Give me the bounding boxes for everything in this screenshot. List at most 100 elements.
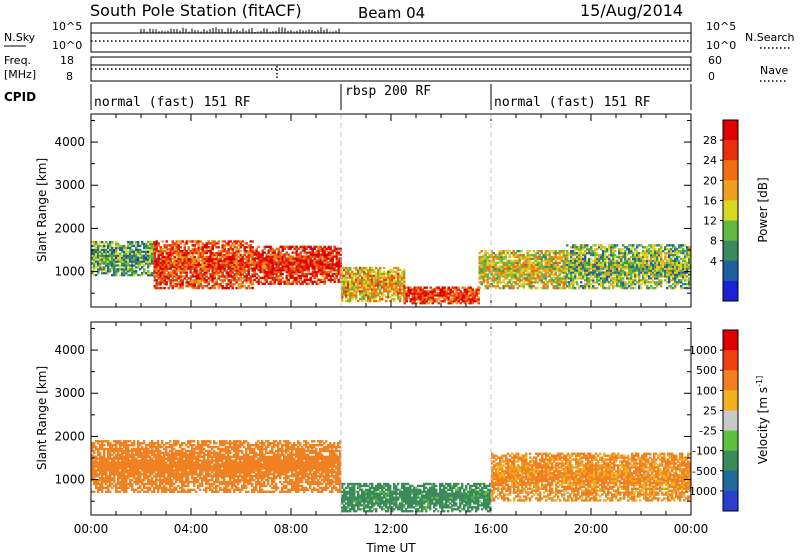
echo-cell bbox=[572, 271, 575, 274]
echo-cell bbox=[660, 269, 663, 272]
echo-cell bbox=[389, 299, 392, 303]
echo-cell bbox=[231, 250, 234, 253]
echo-cell bbox=[347, 297, 350, 301]
echo-cell bbox=[570, 251, 573, 255]
echo-cell bbox=[93, 256, 96, 259]
echo-cell bbox=[638, 265, 641, 268]
echo-cell bbox=[221, 259, 224, 263]
echo-cell bbox=[510, 271, 513, 274]
echo-cell bbox=[311, 261, 314, 264]
echo-cell bbox=[167, 267, 170, 270]
echo-cell bbox=[570, 275, 573, 278]
echo-cell bbox=[91, 455, 94, 458]
echo-cell bbox=[530, 277, 533, 280]
echo-cell bbox=[586, 283, 589, 286]
echo-cell bbox=[550, 255, 553, 259]
echo-cell bbox=[147, 256, 150, 259]
echo-cell bbox=[223, 240, 226, 243]
echo-cell bbox=[672, 267, 675, 270]
echo-cell bbox=[177, 259, 180, 263]
echo-cell bbox=[223, 248, 226, 251]
echo-cell bbox=[95, 482, 98, 486]
echo-cell bbox=[435, 298, 438, 301]
echo-cell bbox=[255, 261, 258, 264]
echo-cell bbox=[379, 270, 382, 274]
echo-cell bbox=[427, 290, 430, 293]
echo-cell bbox=[540, 279, 543, 282]
echo-cell bbox=[604, 253, 607, 257]
echo-cell bbox=[484, 273, 487, 276]
echo-cell bbox=[620, 275, 623, 278]
echo-cell bbox=[554, 277, 557, 280]
echo-cell bbox=[572, 281, 575, 284]
echo-cell bbox=[514, 265, 517, 268]
echo-cell bbox=[590, 251, 593, 255]
echo-cell bbox=[484, 269, 487, 272]
echo-cell bbox=[590, 267, 593, 270]
echo-cell bbox=[536, 277, 539, 280]
echo-cell bbox=[301, 259, 304, 262]
echo-cell bbox=[568, 261, 571, 265]
echo-cell bbox=[241, 240, 244, 243]
echo-cell bbox=[588, 281, 591, 284]
echo-cell bbox=[676, 283, 679, 286]
echo-cell bbox=[353, 282, 356, 285]
echo-cell bbox=[566, 277, 569, 280]
echo-cell bbox=[347, 272, 350, 276]
echo-cell bbox=[319, 267, 322, 270]
echo-cell bbox=[357, 268, 360, 272]
echo-cell bbox=[662, 265, 665, 268]
echo-cell bbox=[159, 279, 162, 282]
echo-cell bbox=[682, 277, 685, 280]
echo-cell bbox=[197, 263, 200, 266]
echo-cell bbox=[295, 270, 298, 274]
echo-cell bbox=[530, 281, 533, 284]
echo-cell bbox=[307, 263, 310, 266]
echo-cell bbox=[167, 265, 170, 268]
echo-cell bbox=[457, 300, 460, 303]
echo-cell bbox=[155, 257, 158, 261]
echo-cell bbox=[275, 257, 278, 260]
echo-cell bbox=[195, 265, 198, 268]
echo-cell bbox=[167, 275, 170, 278]
echo-cell bbox=[478, 251, 481, 255]
echo-cell bbox=[305, 247, 308, 250]
echo-cell bbox=[449, 288, 452, 291]
echo-cell bbox=[253, 253, 256, 256]
echo-cell bbox=[528, 255, 531, 259]
echo-cell bbox=[115, 256, 118, 259]
echo-cell bbox=[542, 265, 545, 268]
echo-cell bbox=[247, 265, 250, 268]
echo-cell bbox=[261, 249, 264, 252]
echo-cell bbox=[610, 283, 613, 286]
echo-cell bbox=[684, 257, 687, 261]
echo-cell bbox=[277, 261, 280, 264]
echo-cell bbox=[283, 282, 286, 285]
echo-cell bbox=[532, 261, 535, 265]
echo-cell bbox=[516, 255, 519, 259]
echo-cell bbox=[596, 261, 599, 265]
echo-cell bbox=[425, 286, 428, 289]
echo-cell bbox=[327, 261, 330, 264]
echo-cell bbox=[181, 281, 184, 284]
echo-cell bbox=[197, 265, 200, 268]
echo-cell bbox=[155, 267, 158, 270]
echo-cell bbox=[684, 283, 687, 286]
echo-cell bbox=[375, 274, 378, 277]
echo-cell bbox=[327, 245, 330, 249]
echo-cell bbox=[544, 261, 547, 265]
echo-cell bbox=[369, 282, 372, 285]
echo-cell bbox=[564, 250, 567, 253]
echo-cell bbox=[610, 244, 613, 247]
echo-cell bbox=[616, 259, 619, 263]
echo-cell bbox=[636, 263, 639, 266]
echo-cell bbox=[367, 297, 370, 301]
colorbar-step bbox=[723, 200, 738, 222]
echo-cell bbox=[656, 261, 659, 265]
echo-cell bbox=[171, 281, 174, 284]
echo-cell bbox=[141, 250, 144, 253]
echo-cell bbox=[187, 253, 190, 257]
echo-cell bbox=[249, 246, 252, 249]
echo-cell bbox=[217, 269, 220, 272]
power-y-axis-label: Slant Range [km] bbox=[35, 158, 49, 262]
